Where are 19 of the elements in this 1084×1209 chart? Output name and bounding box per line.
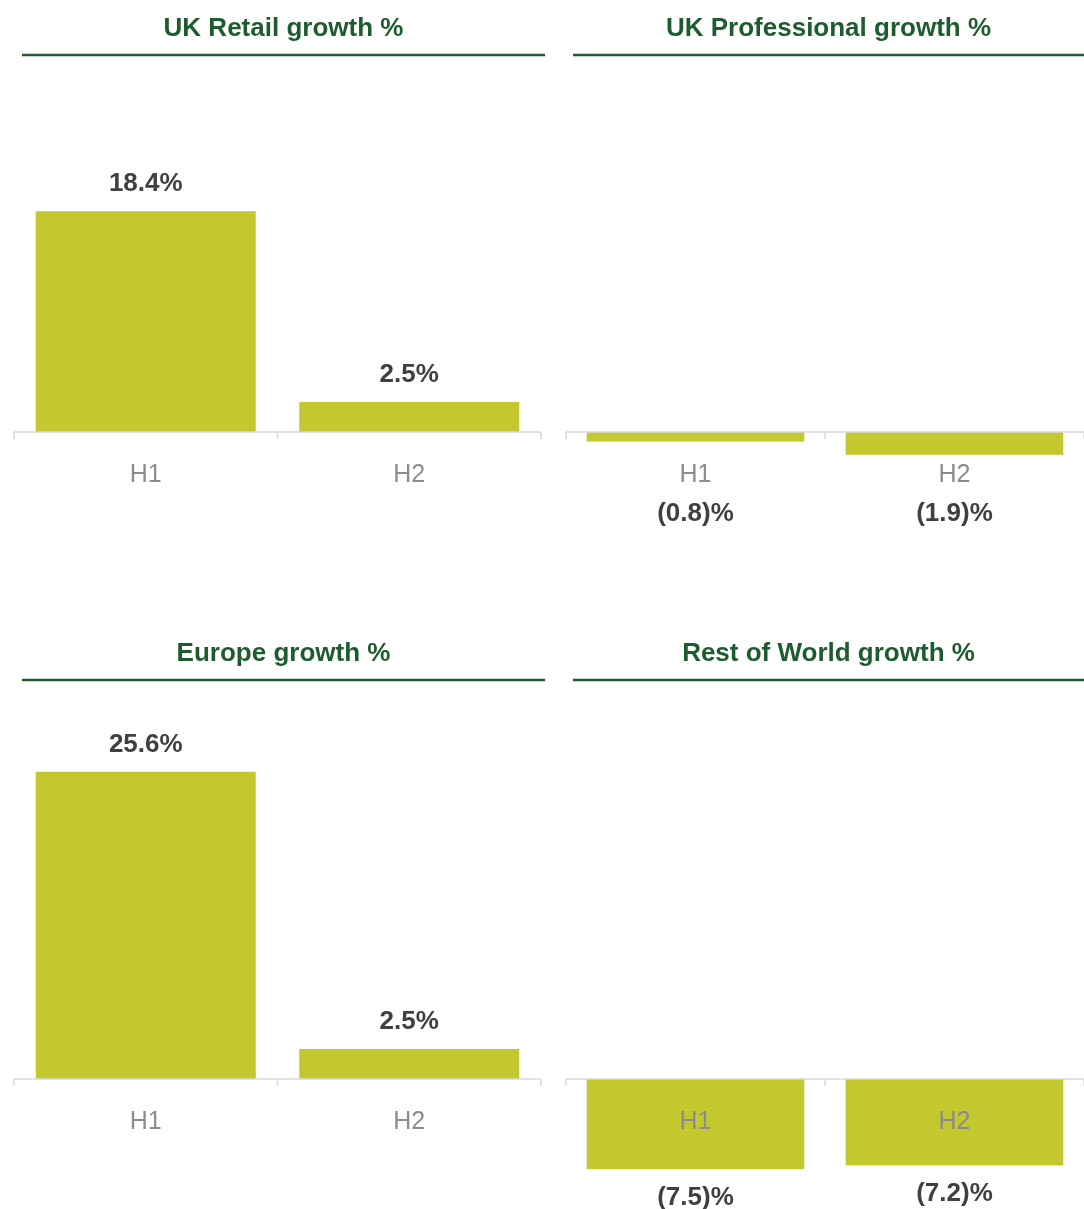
chart-title: Europe growth % <box>176 637 391 667</box>
x-tick-label: H2 <box>393 1106 426 1134</box>
data-label: (0.8)% <box>657 497 734 527</box>
chart-title: UK Retail growth % <box>163 12 404 42</box>
chart-title: UK Professional growth % <box>665 12 992 42</box>
x-tick-label: H2 <box>938 459 971 487</box>
data-label: 25.6% <box>108 727 183 758</box>
x-tick-label: H2 <box>938 1106 971 1134</box>
x-tick-label: H1 <box>129 459 162 487</box>
data-label: 18.4% <box>108 167 183 198</box>
data-label: (7.2)% <box>916 1177 993 1208</box>
data-label: 2.5% <box>379 358 439 388</box>
data-label: 2.5% <box>379 1005 439 1035</box>
x-tick-label: H2 <box>393 459 426 487</box>
data-label: (1.9)% <box>916 497 993 527</box>
x-tick-label: H1 <box>679 459 712 487</box>
chart-title: Rest of World growth % <box>682 637 975 667</box>
x-tick-label: H1 <box>679 1106 712 1134</box>
x-tick-label: H1 <box>129 1106 162 1134</box>
